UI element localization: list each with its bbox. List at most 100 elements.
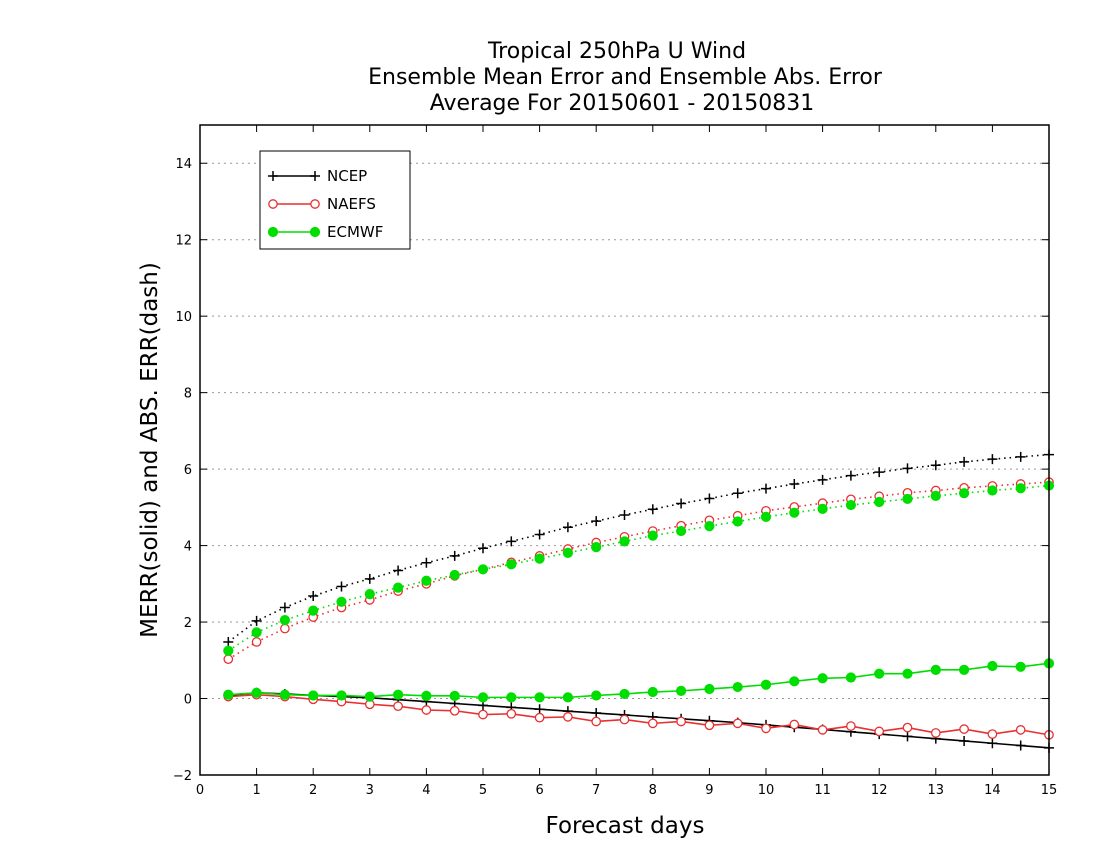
data-point-ecmwf-merr (1015, 661, 1026, 672)
data-point-ecmwf-merr (902, 668, 913, 679)
data-point-ecmwf-abs-err (732, 516, 743, 527)
series-line-ncep-merr (228, 691, 1050, 749)
data-point-ncep-abs-err (534, 529, 545, 540)
series-line-ecmwf-merr (228, 662, 1050, 699)
series-line-naefs-merr (228, 693, 1050, 736)
y-tick-label: 4 (184, 540, 192, 555)
data-point-ecmwf-abs-err (817, 503, 828, 514)
data-point-ecmwf-merr (704, 683, 715, 695)
x-tick-label: 5 (479, 783, 487, 798)
data-point-ecmwf-merr (987, 660, 998, 672)
chart-title: Tropical 250hPa U Wind (487, 39, 746, 64)
data-point-ncep-abs-err (676, 498, 687, 509)
data-point-ncep-merr (591, 708, 602, 719)
data-point-ncep-merr (902, 731, 913, 742)
y-tick-label: 8 (184, 387, 192, 402)
data-point-naefs-merr (789, 719, 800, 730)
data-point-ncep-abs-err (761, 483, 771, 494)
data-point-ncep-abs-err (930, 460, 941, 471)
data-point-ecmwf-merr (449, 690, 460, 701)
data-point-ncep-abs-err (393, 565, 404, 576)
data-point-ncep-abs-err (902, 463, 913, 474)
data-point-naefs-merr (930, 728, 941, 738)
data-point-naefs-merr (393, 701, 403, 712)
y-tick-label: 0 (184, 693, 192, 708)
data-point-naefs-merr (874, 726, 885, 737)
y-tick-label: 6 (184, 463, 192, 478)
data-point-ecmwf-abs-err (336, 596, 347, 607)
data-point-ecmwf-merr (477, 692, 489, 703)
data-point-ncep-abs-err (987, 454, 998, 465)
data-point-ncep-abs-err (251, 615, 262, 626)
data-point-naefs-merr (449, 705, 460, 716)
data-point-ecmwf-merr (619, 688, 630, 700)
legend-marker-ncep (268, 171, 278, 181)
series-line-naefs-abs-err (227, 481, 1050, 660)
data-point-ecmwf-merr (562, 692, 574, 703)
data-point-ecmwf-merr (845, 672, 857, 683)
data-point-ecmwf-merr (336, 690, 347, 701)
data-point-ecmwf-abs-err (959, 488, 970, 499)
data-point-ecmwf-merr (364, 691, 375, 702)
data-point-ecmwf-abs-err (223, 645, 234, 656)
data-point-ncep-abs-err (562, 522, 573, 533)
x-tick-label: 6 (535, 783, 543, 798)
data-point-ecmwf-abs-err (930, 490, 941, 501)
legend-item-ecmwf: ECMWF (267, 223, 383, 241)
data-point-ecmwf-abs-err (279, 615, 290, 626)
data-point-ecmwf-abs-err (534, 553, 545, 564)
y-axis-label: MERR(solid) and ABS. ERR(dash) (137, 262, 163, 638)
data-point-ncep-abs-err (874, 467, 885, 478)
y-tick-label: 14 (175, 157, 192, 172)
data-point-naefs-merr (619, 714, 630, 725)
gridlines (200, 162, 1049, 776)
data-point-ecmwf-merr (223, 689, 234, 700)
data-point-ecmwf-merr (421, 690, 432, 701)
data-point-naefs-merr (591, 716, 602, 727)
data-point-naefs-merr (732, 718, 743, 729)
x-tick-label: 10 (758, 783, 775, 798)
data-point-ecmwf-abs-err (591, 542, 602, 553)
data-point-ncep-abs-err (647, 504, 658, 515)
data-point-ecmwf-abs-err (393, 582, 404, 593)
x-tick-label: 9 (705, 783, 713, 798)
data-point-ecmwf-abs-err (902, 493, 913, 505)
data-point-ecmwf-merr (534, 692, 545, 703)
y-tick-label: −2 (173, 769, 192, 784)
legend-marker-ecmwf (309, 226, 321, 238)
legend-marker-naefs (310, 199, 320, 209)
chart-subtitle-2: Average For 20150601 - 20150831 (430, 91, 815, 116)
data-point-ecmwf-merr (732, 681, 743, 693)
data-point-ecmwf-merr (874, 668, 885, 679)
data-point-ecmwf-abs-err (987, 485, 998, 496)
y-tick-label: 12 (175, 234, 192, 249)
data-point-ncep-abs-err (364, 573, 375, 584)
data-point-ncep-abs-err (732, 488, 743, 499)
legend-label-ecmwf: ECMWF (327, 223, 383, 241)
data-point-ecmwf-abs-err (760, 511, 772, 523)
series-layer (223, 449, 1055, 753)
data-point-ncep-abs-err (421, 557, 432, 568)
data-point-ncep-abs-err (845, 470, 856, 481)
y-tick-label: 10 (175, 310, 192, 325)
data-point-ncep-merr (534, 704, 545, 715)
data-point-ecmwf-abs-err (647, 530, 658, 541)
data-point-naefs-merr (421, 705, 432, 715)
series-line-ncep-abs-err (227, 453, 1050, 643)
data-point-ecmwf-abs-err (704, 520, 715, 532)
legend-label-naefs: NAEFS (327, 195, 376, 213)
data-point-ncep-abs-err (817, 474, 828, 485)
data-point-naefs-merr (478, 709, 488, 720)
x-tick-label: 13 (928, 783, 945, 798)
y-tick-label: 2 (184, 616, 192, 631)
data-point-ecmwf-merr (251, 687, 262, 698)
data-point-ecmwf-merr (676, 685, 687, 696)
data-point-naefs-abs-err (251, 637, 262, 647)
x-tick-label: 2 (309, 783, 317, 798)
x-tick-label: 14 (984, 783, 1001, 798)
data-point-ncep-abs-err (308, 591, 319, 602)
data-point-naefs-merr (563, 712, 573, 722)
data-point-ncep-merr (987, 738, 998, 749)
legend-marker-ecmwf (267, 226, 279, 238)
